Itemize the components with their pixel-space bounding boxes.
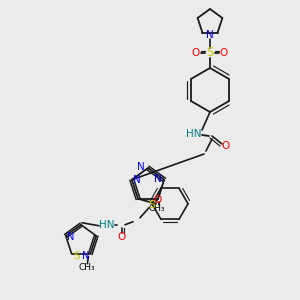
Text: O: O — [118, 232, 126, 242]
Text: CH₃: CH₃ — [78, 263, 95, 272]
Text: N: N — [133, 175, 141, 185]
Text: O: O — [220, 48, 228, 58]
Text: O: O — [153, 195, 161, 205]
Text: HN: HN — [99, 220, 115, 230]
Text: HN: HN — [186, 129, 202, 139]
Text: N: N — [154, 174, 162, 184]
Text: S: S — [73, 251, 80, 261]
Text: S: S — [206, 46, 214, 59]
Text: N: N — [206, 29, 214, 40]
Text: N: N — [82, 251, 89, 261]
Text: N: N — [67, 232, 74, 242]
Text: S: S — [148, 200, 156, 210]
Text: CH₃: CH₃ — [149, 204, 165, 213]
Text: O: O — [221, 141, 229, 151]
Text: N: N — [137, 162, 145, 172]
Text: O: O — [192, 48, 200, 58]
